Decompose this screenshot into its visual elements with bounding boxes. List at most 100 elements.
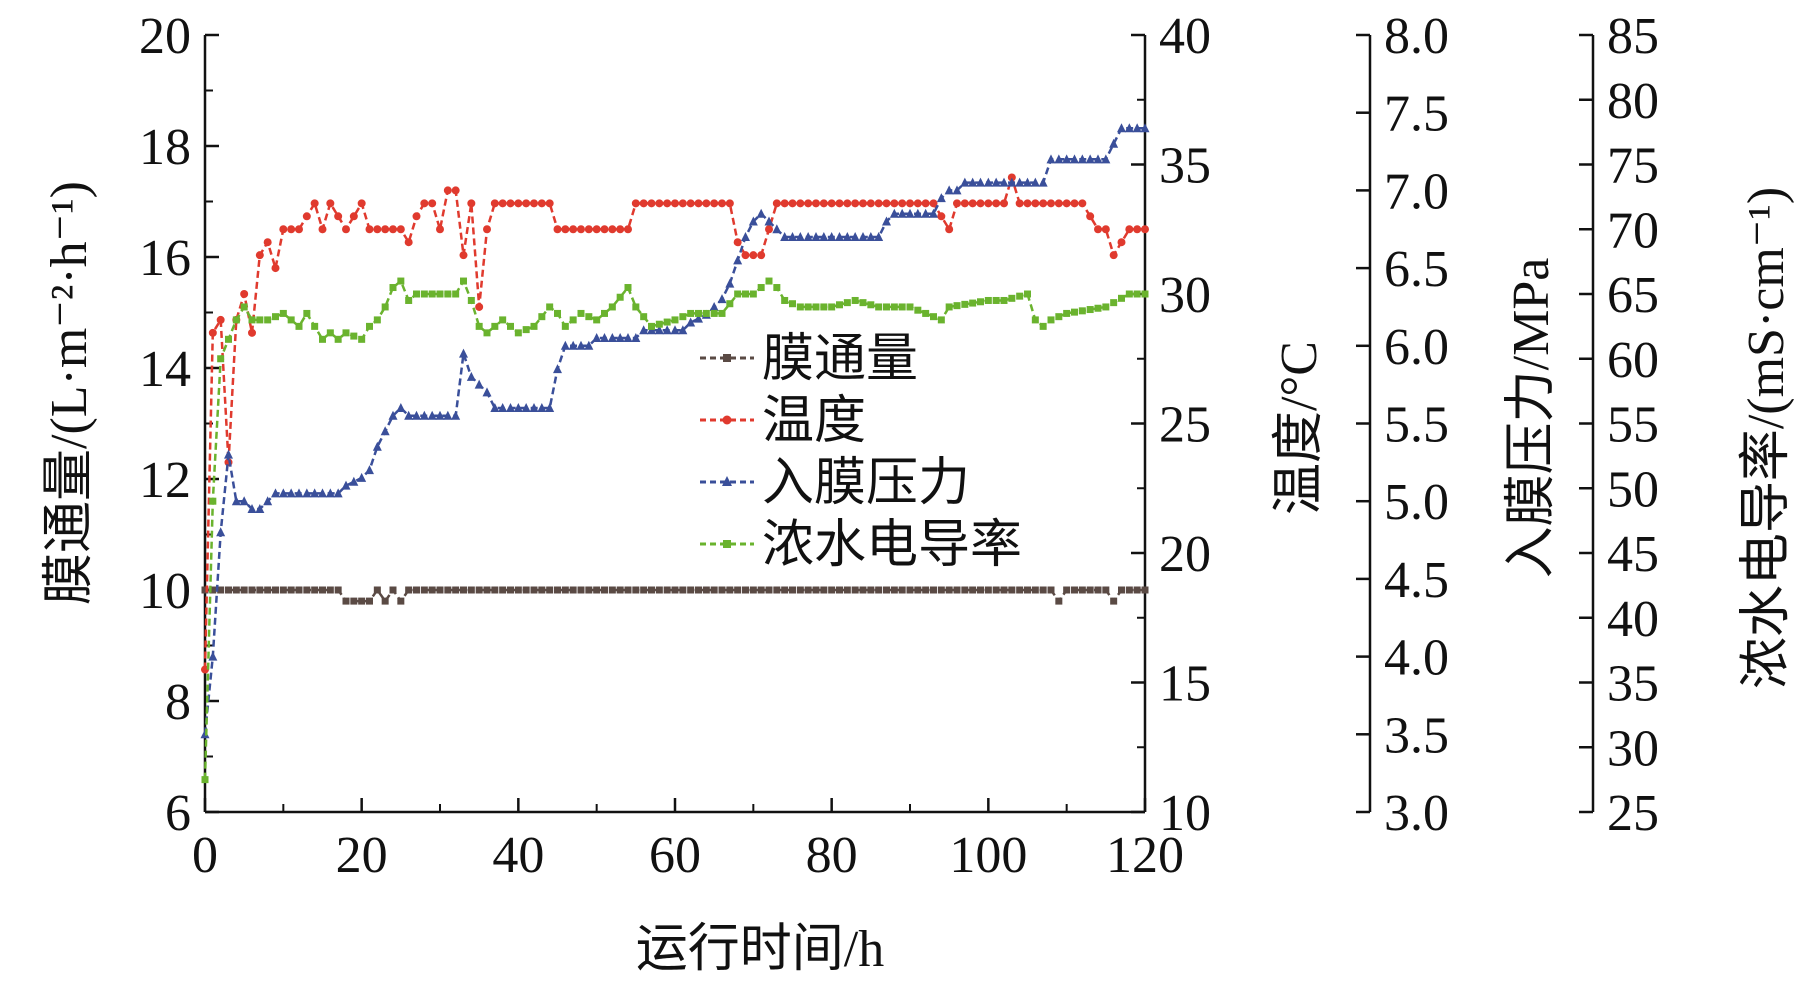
pressure-tick-label: 6.5 — [1384, 241, 1449, 298]
data-point-cond — [397, 277, 405, 285]
data-point-pressure — [482, 387, 492, 397]
data-point-cond — [757, 284, 765, 292]
flux-tick-label: 16 — [139, 230, 191, 287]
data-point-temp — [639, 199, 648, 208]
data-point-temp — [240, 290, 249, 298]
data-point-pressure — [521, 402, 531, 412]
data-point-cond — [436, 290, 444, 298]
data-point-pressure — [1015, 177, 1025, 187]
data-point-flux — [977, 586, 984, 594]
data-point-cond — [240, 303, 248, 311]
data-point-temp — [357, 199, 366, 208]
data-point-cond — [585, 313, 593, 321]
data-point-cond — [906, 303, 914, 311]
data-point-flux — [334, 586, 342, 594]
data-point-pressure — [741, 232, 750, 242]
data-point-temp — [342, 225, 350, 234]
data-point-temp — [1015, 199, 1024, 208]
data-point-pressure — [670, 325, 680, 335]
data-point-flux — [984, 586, 992, 594]
data-point-cond — [851, 296, 859, 304]
data-point-pressure — [592, 333, 602, 343]
legend-marker-pressure-point — [722, 476, 732, 486]
legend-label-conductivity: 浓水电导率 — [762, 517, 1022, 574]
data-point-flux — [397, 597, 405, 605]
data-point-flux — [460, 586, 467, 594]
data-point-temp — [208, 328, 217, 337]
data-point-temp — [1000, 199, 1008, 208]
flux-tick-label: 18 — [139, 119, 191, 176]
data-point-temp — [968, 199, 977, 208]
data-point-pressure — [827, 232, 837, 242]
data-point-pressure — [921, 208, 931, 218]
data-point-cond — [593, 316, 601, 324]
pressure-axis-label: 入膜压力/MPa — [1503, 258, 1560, 579]
data-point-temp — [757, 251, 766, 260]
data-point-pressure — [803, 232, 813, 242]
data-point-cond — [499, 316, 507, 324]
data-point-cond — [1016, 292, 1024, 300]
data-point-temp — [1133, 225, 1142, 234]
data-point-cond — [702, 309, 710, 317]
data-point-pressure — [466, 371, 476, 381]
cond-tick-label: 50 — [1607, 461, 1659, 518]
temp-tick-label: 20 — [1159, 526, 1211, 583]
data-point-temp — [326, 199, 335, 208]
data-point-cond — [428, 290, 436, 298]
data-point-flux — [757, 586, 765, 594]
data-point-cond — [475, 322, 483, 330]
cond-tick-label: 75 — [1607, 138, 1659, 195]
data-point-cond — [773, 284, 781, 292]
data-point-temp — [216, 315, 225, 324]
data-point-pressure — [1124, 123, 1134, 133]
data-point-pressure — [623, 333, 633, 343]
data-point-temp — [608, 225, 617, 234]
data-point-cond — [319, 335, 326, 343]
x-axis-label: 运行时间/h — [636, 921, 884, 978]
data-point-flux — [444, 586, 452, 594]
data-point-flux — [279, 586, 287, 594]
data-point-cond — [326, 329, 334, 337]
data-point-cond — [1102, 303, 1110, 311]
data-point-pressure — [560, 340, 570, 350]
data-point-flux — [789, 586, 796, 594]
data-point-cond — [796, 303, 804, 311]
data-point-flux — [311, 586, 319, 594]
pressure-tick-label: 4.5 — [1384, 552, 1449, 609]
data-point-flux — [843, 586, 851, 594]
data-point-cond — [937, 316, 945, 324]
temp-tick-label: 30 — [1159, 267, 1211, 324]
series-line-pressure — [203, 126, 1145, 735]
data-point-temp — [733, 238, 742, 247]
data-point-cond — [201, 776, 209, 784]
data-point-pressure — [1140, 123, 1150, 133]
data-point-temp — [1094, 225, 1102, 234]
data-point-temp — [953, 199, 961, 208]
data-point-pressure — [1109, 138, 1119, 148]
data-point-cond — [444, 290, 452, 298]
data-point-temp — [1070, 199, 1079, 208]
data-point-flux — [452, 586, 460, 594]
data-point-pressure — [224, 449, 233, 459]
data-point-pressure — [662, 325, 672, 335]
data-point-cond — [890, 303, 898, 311]
data-point-temp — [279, 225, 288, 234]
data-point-flux — [1141, 586, 1149, 594]
data-point-pressure — [991, 177, 1001, 187]
data-point-pressure — [748, 216, 758, 226]
data-point-temp — [647, 199, 656, 208]
data-point-flux — [608, 586, 616, 594]
data-point-temp — [921, 199, 930, 208]
data-point-temp — [812, 199, 820, 208]
data-point-flux — [828, 586, 836, 594]
data-point-cond — [1125, 290, 1133, 298]
data-point-cond — [875, 303, 883, 311]
data-point-temp — [1031, 199, 1040, 208]
data-point-temp — [874, 199, 883, 208]
data-point-temp — [443, 186, 452, 195]
data-point-pressure — [1054, 154, 1064, 164]
data-point-flux — [554, 586, 561, 594]
data-point-pressure — [318, 488, 327, 498]
data-point-temp — [1047, 199, 1055, 208]
